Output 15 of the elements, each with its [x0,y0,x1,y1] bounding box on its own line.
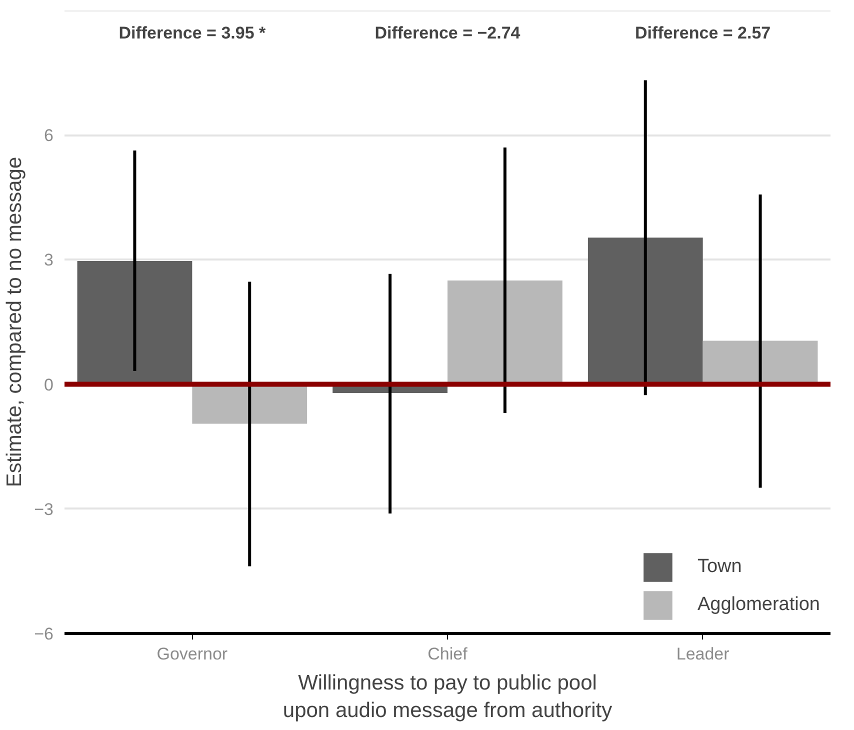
y-tick-label: −6 [34,624,54,644]
y-tick-label: 0 [44,375,54,394]
legend-label: Town [697,556,742,578]
y-axis-title: Estimate, compared to no message [3,156,26,488]
x-tick-label: Leader [676,644,730,664]
annotation: Difference = 3.95 * [118,24,266,42]
x-tick-label: Governor [156,644,228,664]
x-axis-title: Willingness to pay to public pool upon audio message from authority [282,672,613,722]
y-tick-label: 6 [44,126,54,146]
legend-label: Agglomeration [697,594,820,616]
x-tick-label: Chief [428,644,468,664]
y-tick-label: 3 [44,250,54,270]
annotation: Difference = 2.57 [635,24,771,42]
annotation: Difference = −2.74 [374,24,521,42]
y-tick-label: −3 [34,500,54,519]
